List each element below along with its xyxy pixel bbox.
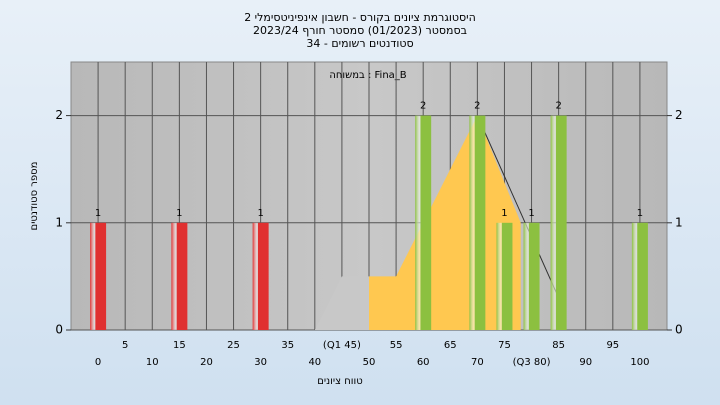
bar [631, 222, 648, 330]
y-tick-label: 0 [55, 323, 63, 337]
y2-tick-label: 2 [675, 108, 683, 122]
x-tick-label: 35 [281, 340, 294, 351]
value-label: 1 [501, 208, 507, 219]
chart-subtitle: במשוחה : Fina_B [329, 70, 406, 81]
value-label: 2 [474, 101, 480, 112]
bar [550, 115, 567, 330]
value-label: 1 [637, 208, 643, 219]
y-tick-label: 2 [55, 108, 63, 122]
x-axis-label: טווח ציונים [317, 376, 362, 387]
chart-title: היסטוגרמת ציונים בקורס - חשבון אינפיניטס… [244, 11, 476, 24]
bar [415, 115, 432, 330]
x-tick-label: (Q1 45) [323, 340, 361, 351]
x-tick-label: (Q3 80) [513, 357, 551, 368]
value-label: 1 [95, 208, 101, 219]
x-tick-label: 75 [498, 340, 511, 351]
y-tick-label: 1 [55, 215, 63, 229]
x-tick-label: 55 [390, 340, 403, 351]
x-tick-label: 70 [471, 357, 484, 368]
bar [90, 222, 107, 330]
x-tick-label: 10 [146, 357, 159, 368]
chart-title: בסמסטר (01/2023) סמסטר חורף 2023/24 [253, 24, 467, 37]
bar [523, 222, 540, 330]
value-label: 1 [176, 208, 182, 219]
x-tick-label: 90 [579, 357, 592, 368]
x-tick-label: 5 [122, 340, 128, 351]
bar [469, 115, 486, 330]
x-tick-label: 40 [308, 357, 321, 368]
y-axis-label: מספר סטודנטים [29, 162, 40, 231]
x-tick-label: 30 [254, 357, 267, 368]
trend-line [476, 115, 560, 299]
x-tick-label: 25 [227, 340, 240, 351]
x-tick-label: 0 [95, 357, 101, 368]
value-label: 1 [257, 208, 263, 219]
y2-tick-label: 1 [675, 215, 683, 229]
area [314, 276, 369, 330]
x-tick-label: 50 [363, 357, 376, 368]
x-tick-label: 100 [630, 357, 649, 368]
x-tick-label: 95 [606, 340, 619, 351]
x-tick-label: 85 [552, 340, 565, 351]
x-tick-label: 65 [444, 340, 457, 351]
x-tick-label: 15 [173, 340, 186, 351]
chart-title: סטודנטים רשומים - 34 [306, 37, 413, 50]
bar [496, 222, 513, 330]
x-tick-label: 60 [417, 357, 430, 368]
y2-tick-label: 0 [675, 323, 683, 337]
x-tick-label: 20 [200, 357, 213, 368]
bar [252, 222, 269, 330]
value-label: 1 [528, 208, 534, 219]
value-label: 2 [555, 101, 561, 112]
bar [171, 222, 188, 330]
value-label: 2 [420, 101, 426, 112]
